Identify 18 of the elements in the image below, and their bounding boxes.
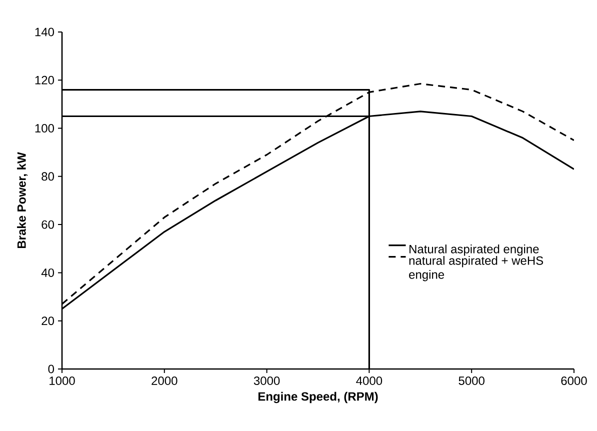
legend-label: natural aspirated + weHS engine	[409, 256, 544, 282]
y-tick-label: 140	[35, 28, 54, 36]
y-tick-label: 120	[35, 76, 54, 84]
x-tick-label: 4000	[356, 376, 382, 386]
y-tick-label: 20	[42, 316, 54, 326]
x-tick-label: 2000	[152, 376, 178, 386]
x-tick-label: 6000	[561, 376, 587, 386]
legend-label: Natural aspirated engine	[410, 244, 539, 256]
y-axis-title: Brake Power, kW	[17, 152, 28, 248]
y-tick-label: 80	[42, 172, 54, 181]
y-tick-label: 0	[48, 364, 54, 374]
x-tick-label: 3000	[254, 376, 280, 386]
x-tick-label: 5000	[458, 376, 484, 386]
x-tick-label: 1000	[50, 376, 75, 386]
y-tick-label: 60	[42, 220, 54, 229]
x-axis-title: Engine Speed, (RPM)	[258, 392, 378, 404]
y-tick-label: 40	[41, 268, 54, 277]
y-tick-label: 100	[35, 124, 54, 133]
